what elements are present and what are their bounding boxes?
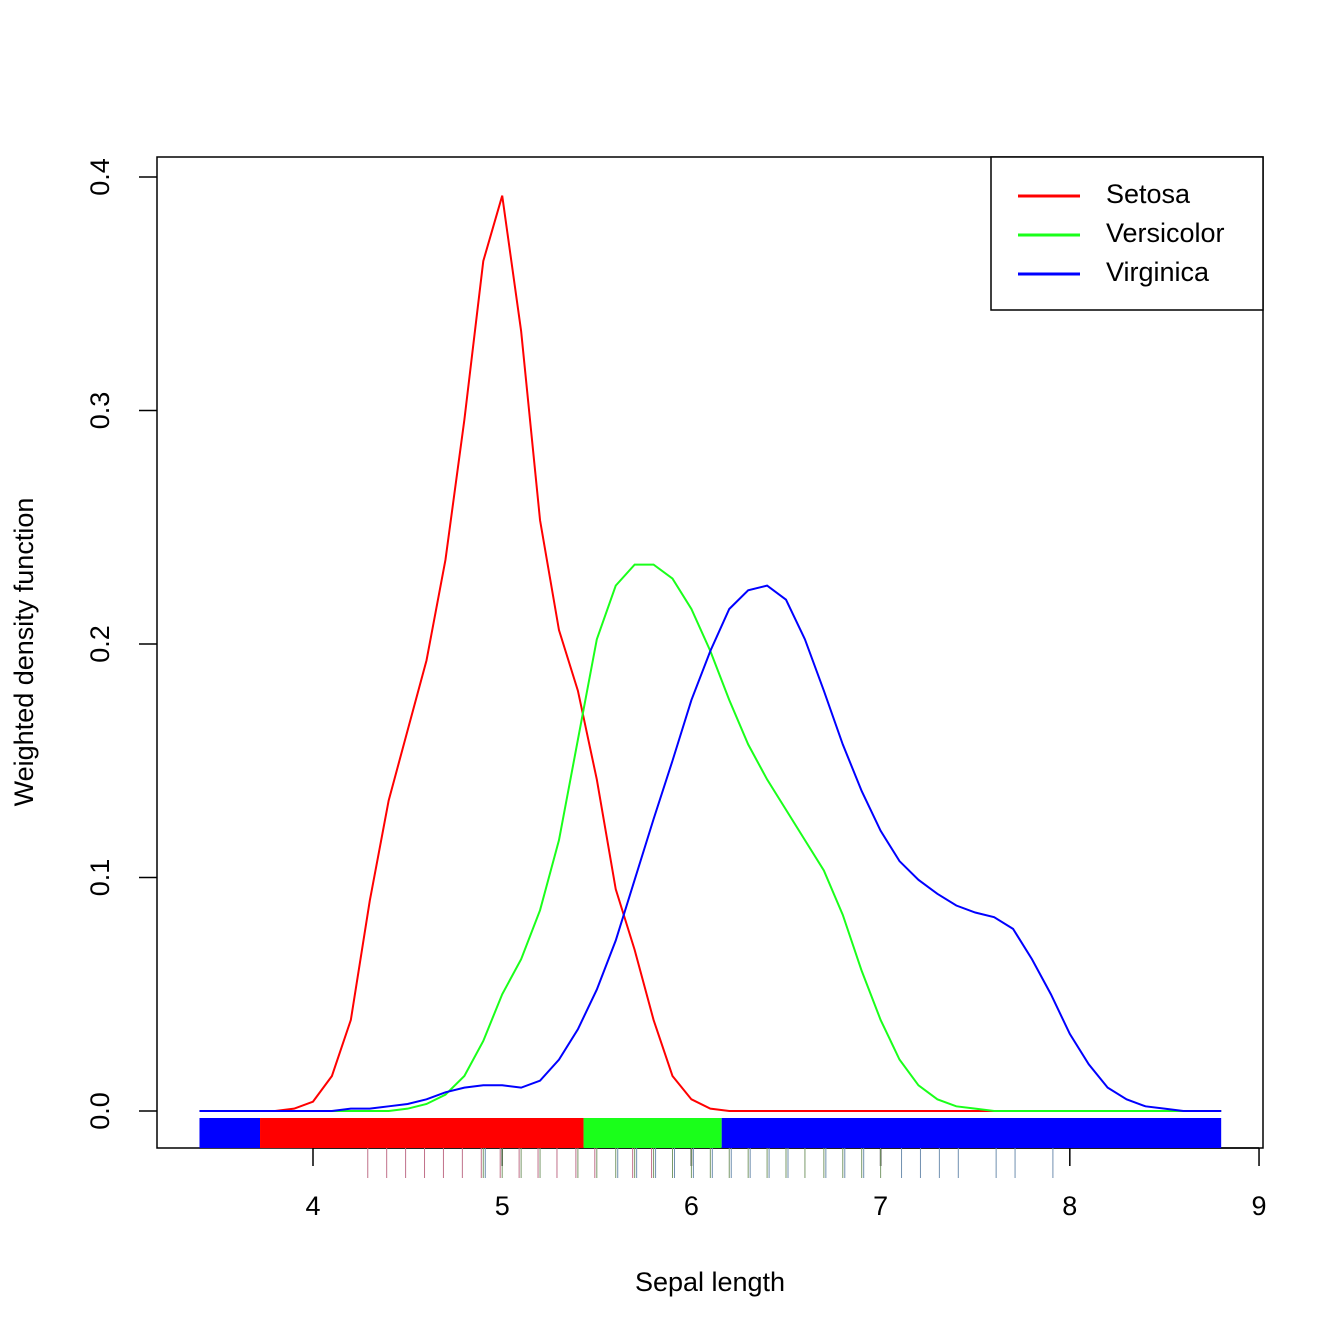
x-tick-label: 7 (873, 1191, 888, 1221)
class-band (721, 1118, 1222, 1148)
legend-label: Versicolor (1106, 218, 1225, 248)
class-band (199, 1118, 261, 1148)
density-line (199, 584, 1222, 1112)
class-band (260, 1118, 584, 1148)
x-tick-label: 4 (305, 1191, 320, 1221)
x-tick-label: 9 (1252, 1191, 1267, 1221)
y-axis-label: Weighted density function (9, 498, 39, 807)
x-tick-label: 5 (495, 1191, 510, 1221)
x-axis-label: Sepal length (635, 1267, 785, 1297)
y-tick-label: 0.3 (85, 392, 115, 430)
y-tick-label: 0.1 (85, 859, 115, 897)
class-band (583, 1118, 722, 1148)
x-tick-label: 6 (684, 1191, 699, 1221)
y-tick-label: 0.2 (85, 625, 115, 663)
x-tick-label: 8 (1062, 1191, 1077, 1221)
legend-label: Virginica (1106, 257, 1210, 287)
y-tick-label: 0.4 (85, 158, 115, 196)
y-tick-label: 0.0 (85, 1092, 115, 1130)
legend-label: Setosa (1106, 179, 1191, 209)
